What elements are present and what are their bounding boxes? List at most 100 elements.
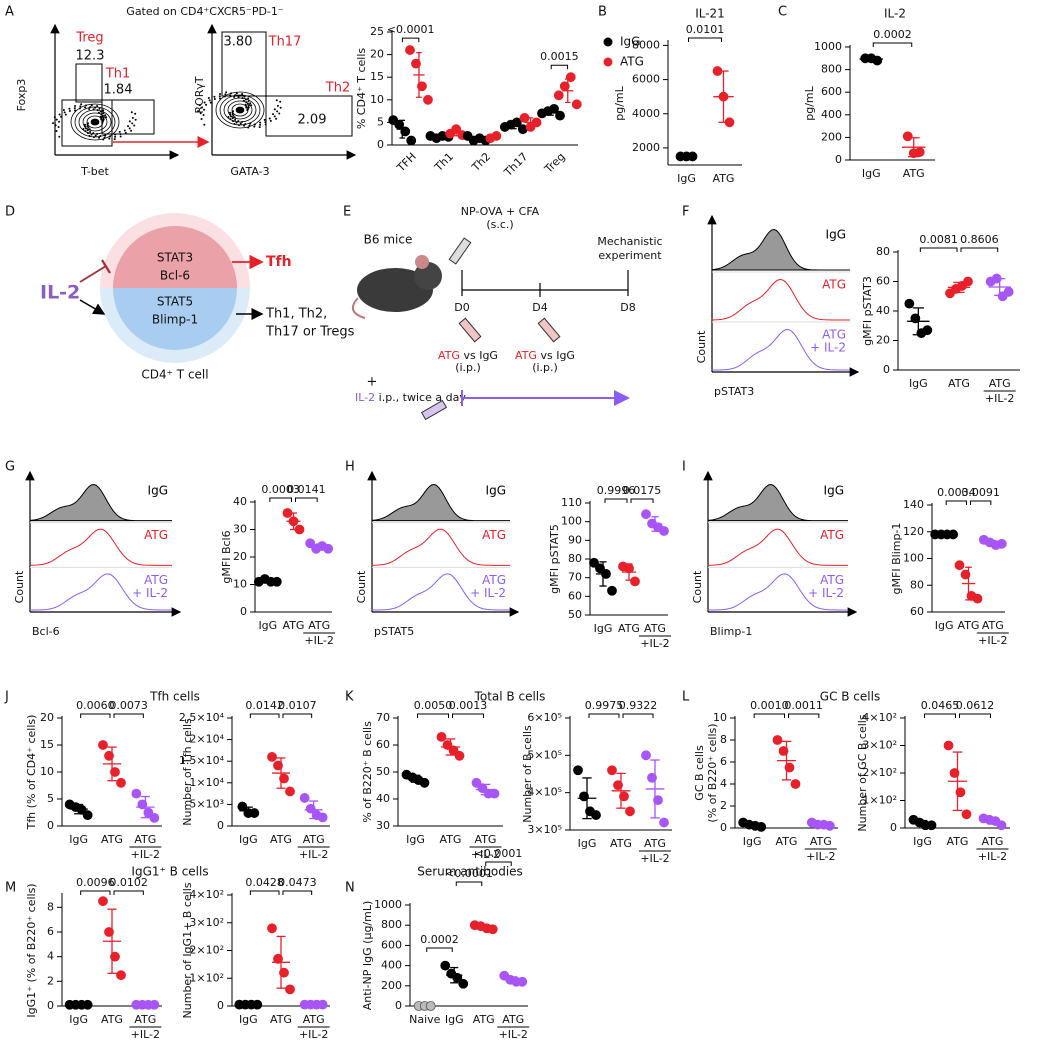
y-tick-label: 20 <box>876 334 890 347</box>
event-dot <box>273 108 276 111</box>
x-tick-label: ATG <box>134 833 156 846</box>
event-dot <box>279 106 282 109</box>
timeline <box>461 270 629 297</box>
data-point <box>279 967 289 978</box>
panel-letter: J <box>4 690 9 705</box>
y-tick-label: 110 <box>561 496 582 509</box>
y-tick-label: 400 <box>381 959 402 972</box>
y-tick-label: 10 <box>370 93 384 106</box>
event-dot <box>102 112 105 115</box>
track-label: ATG <box>822 328 846 342</box>
day: D8 <box>620 301 635 314</box>
chart: 30 40 50 60 70% of B220⁺ B cells Total B cell… <box>361 690 545 862</box>
data-point <box>98 740 108 750</box>
data-point <box>756 822 767 832</box>
p-value: 0.0060 <box>76 699 115 712</box>
data-point <box>784 762 795 773</box>
event-dot <box>229 111 232 114</box>
histogram <box>707 483 848 522</box>
event-dot <box>278 112 281 115</box>
y-tick-label: 4×10² <box>189 888 224 901</box>
significance-bracket <box>426 947 453 952</box>
y-tick-label: 0 <box>720 821 727 834</box>
syringe <box>537 317 561 343</box>
data-point <box>411 58 421 69</box>
data-point <box>487 924 498 935</box>
y-tick-label: 20 <box>233 550 247 563</box>
y-tick-label: 8 <box>720 733 727 746</box>
significance-bracket <box>945 500 967 505</box>
panel-letter: G <box>5 460 15 475</box>
x-label: pSTAT3 <box>714 385 754 398</box>
data-point <box>624 563 634 574</box>
chart: 0 10 20 30 40 gMFI Bcl6 IgG ATG ATG +IL-2 0.00030.… <box>220 483 336 647</box>
y-tick-label: 1×10² <box>862 794 897 807</box>
syringe <box>420 399 448 421</box>
event-dot <box>203 108 206 111</box>
gate <box>61 99 113 147</box>
event-dot <box>133 124 136 127</box>
track-label: IgG <box>824 484 844 498</box>
x-tick-label: Naive <box>409 1013 441 1026</box>
significance-bracket <box>604 498 628 503</box>
route: (i.p.) <box>455 361 481 374</box>
diagram-input: IL-2 <box>40 282 80 304</box>
data-point <box>559 81 570 92</box>
data-point <box>625 806 635 817</box>
x-tick-label: ATG <box>502 1013 524 1026</box>
legend-marker <box>603 57 613 67</box>
y-tick-label: 1000 <box>814 40 842 53</box>
significance-bracket <box>282 890 313 895</box>
x-tick-label: +IL-2 <box>978 634 1007 647</box>
nucleus-top <box>113 226 237 288</box>
y-tick-label: 10 <box>233 578 247 591</box>
p-value: 0.0096 <box>76 876 115 889</box>
contour <box>227 100 253 120</box>
gate-title: Gated on CD4⁺CXCR5⁻PD-1⁻ <box>126 5 284 18</box>
data-point <box>305 538 316 549</box>
data-point <box>659 526 669 536</box>
event-dot <box>258 126 261 129</box>
event-dot <box>259 123 262 126</box>
event-dot <box>213 98 216 101</box>
event-dot <box>130 111 133 114</box>
p-value: <0.0001 <box>445 867 493 880</box>
data-point <box>687 151 698 162</box>
y-axis-label: % CD4⁺ T cells <box>355 48 368 130</box>
y-tick-label: 2 <box>47 974 54 987</box>
contours <box>52 91 282 141</box>
y-tick-label: 70 <box>568 571 582 584</box>
mice: B6 mice <box>364 233 413 247</box>
track-label: ATG <box>144 528 168 542</box>
event-dot <box>118 130 121 133</box>
x-tick-label: ATG <box>270 1013 292 1026</box>
event-dot <box>64 113 67 116</box>
significance-bracket <box>588 713 620 718</box>
event-dot <box>235 92 238 95</box>
p-value: 0.0102 <box>109 876 148 889</box>
panel-letter: B <box>598 5 607 20</box>
data-point <box>104 927 114 937</box>
histogram <box>711 329 851 371</box>
significance-bracket <box>295 497 318 502</box>
output: Th17 or Tregs <box>265 325 355 340</box>
inhibit <box>79 265 107 283</box>
x-tick-label: IgG <box>594 622 613 635</box>
data-point <box>948 529 959 540</box>
data-point <box>607 765 617 776</box>
y-tick-label: 50 <box>376 765 390 778</box>
y-tick-label: 6000 <box>632 73 660 86</box>
y-tick-label: 5 <box>47 792 54 805</box>
contour <box>74 106 116 138</box>
event-dot <box>68 110 71 113</box>
y-tick-label: 40 <box>876 304 890 317</box>
event-dot <box>200 118 203 121</box>
significance-bracket <box>80 713 111 718</box>
data-point <box>659 817 669 828</box>
p-value: 0.0010 <box>750 699 789 712</box>
event-dot <box>232 114 235 117</box>
plus: + <box>367 375 378 390</box>
il2-rest: i.p., twice a day <box>375 391 466 404</box>
